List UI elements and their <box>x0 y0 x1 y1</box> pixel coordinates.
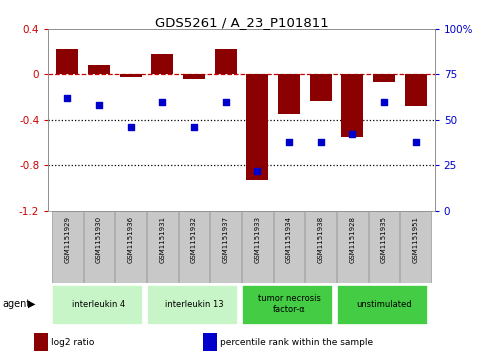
Bar <box>405 74 427 106</box>
Text: interleukin 13: interleukin 13 <box>165 299 223 309</box>
Bar <box>120 74 142 77</box>
Text: ▶: ▶ <box>28 299 36 309</box>
Point <box>285 139 293 144</box>
Point <box>127 124 134 130</box>
Point <box>412 139 420 144</box>
Bar <box>305 211 336 283</box>
Bar <box>246 74 269 180</box>
Text: agent: agent <box>2 299 30 309</box>
Text: GSM1151929: GSM1151929 <box>64 216 71 263</box>
Bar <box>242 285 333 325</box>
Text: tumor necrosis
factor-α: tumor necrosis factor-α <box>257 294 320 314</box>
Bar <box>400 211 431 283</box>
Text: GSM1151937: GSM1151937 <box>223 216 228 264</box>
Point <box>317 139 325 144</box>
Bar <box>242 211 272 283</box>
Bar <box>214 49 237 74</box>
Text: GSM1151930: GSM1151930 <box>96 216 102 264</box>
Bar <box>34 333 48 351</box>
Bar <box>203 333 217 351</box>
Bar <box>115 211 146 283</box>
Point <box>254 168 261 174</box>
Bar <box>52 211 83 283</box>
Text: GDS5261 / A_23_P101811: GDS5261 / A_23_P101811 <box>155 16 328 29</box>
Point <box>190 124 198 130</box>
Text: log2 ratio: log2 ratio <box>51 338 94 347</box>
Point <box>349 131 356 137</box>
Bar <box>274 211 304 283</box>
Bar <box>179 211 209 283</box>
Point <box>222 99 229 105</box>
Bar <box>369 211 399 283</box>
Point <box>380 99 388 105</box>
Bar <box>211 211 241 283</box>
Text: GSM1151928: GSM1151928 <box>349 216 355 263</box>
Bar <box>337 285 428 325</box>
Bar <box>56 49 78 74</box>
Text: interleukin 4: interleukin 4 <box>72 299 126 309</box>
Bar <box>52 285 143 325</box>
Bar <box>147 285 238 325</box>
Bar <box>88 65 110 74</box>
Bar <box>341 74 363 137</box>
Bar <box>310 74 332 101</box>
Point <box>63 95 71 101</box>
Text: GSM1151934: GSM1151934 <box>286 216 292 263</box>
Bar <box>151 54 173 74</box>
Text: GSM1151932: GSM1151932 <box>191 216 197 263</box>
Point <box>95 102 103 108</box>
Text: GSM1151936: GSM1151936 <box>128 216 134 264</box>
Text: GSM1151938: GSM1151938 <box>318 216 324 264</box>
Text: GSM1151933: GSM1151933 <box>255 216 260 264</box>
Bar <box>373 74 395 82</box>
Text: GSM1151931: GSM1151931 <box>159 216 165 264</box>
Bar <box>84 211 114 283</box>
Bar <box>147 211 178 283</box>
Text: GSM1151935: GSM1151935 <box>381 216 387 263</box>
Bar <box>337 211 368 283</box>
Text: GSM1151951: GSM1151951 <box>412 216 419 263</box>
Bar <box>278 74 300 114</box>
Text: percentile rank within the sample: percentile rank within the sample <box>220 338 373 347</box>
Bar <box>183 74 205 79</box>
Point <box>158 99 166 105</box>
Text: unstimulated: unstimulated <box>356 299 412 309</box>
